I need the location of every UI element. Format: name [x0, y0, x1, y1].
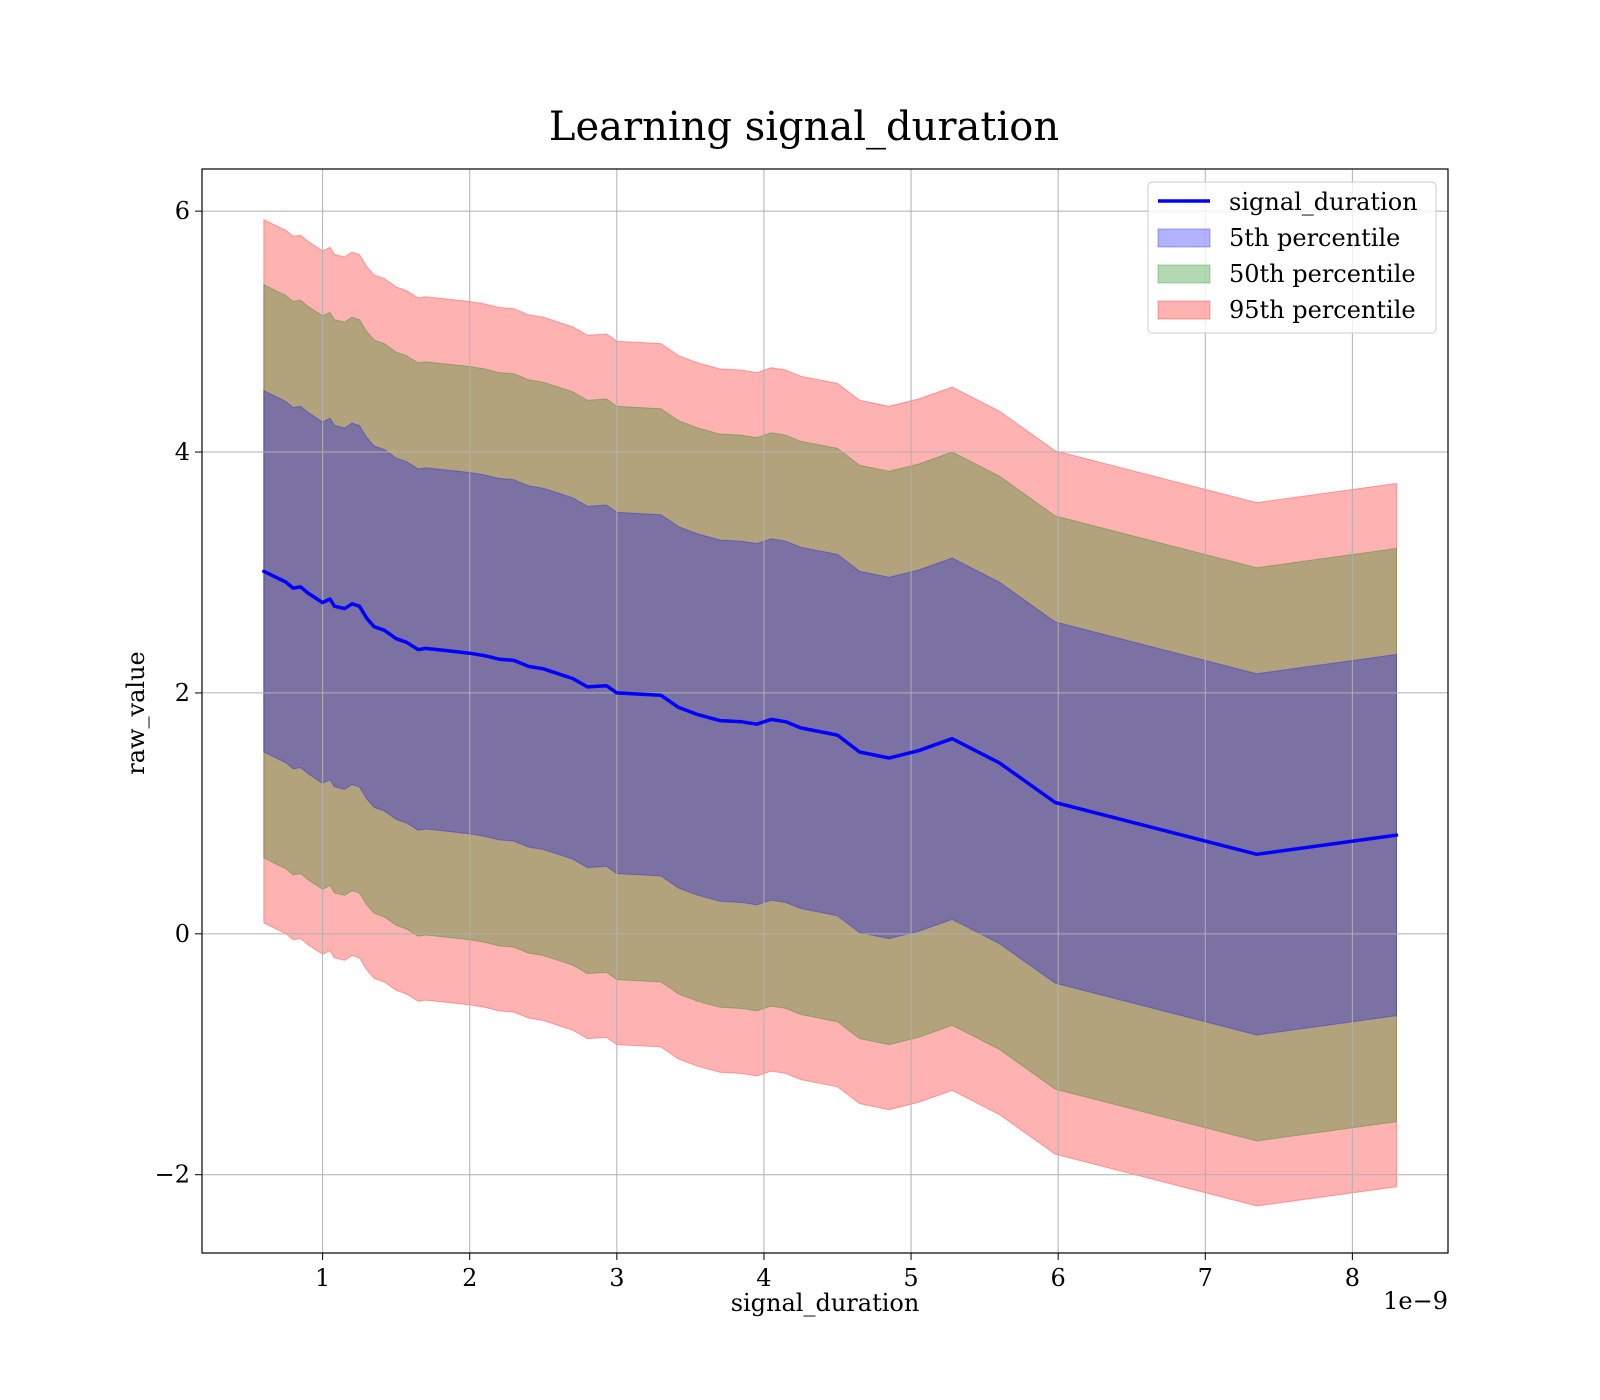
x-tick-label: 6	[1051, 1264, 1066, 1292]
x-tick-label: 7	[1198, 1264, 1213, 1292]
y-axis-ticks: −2 0 2 4 6	[155, 197, 202, 1189]
y-tick-label: 4	[175, 438, 190, 466]
x-tick-label: 2	[462, 1264, 477, 1292]
chart-title: Learning signal_duration	[549, 104, 1059, 150]
x-tick-label: 4	[756, 1264, 771, 1292]
band-95th-percentile	[263, 218, 1397, 1207]
percentile-bands	[263, 218, 1397, 1207]
x-tick-label: 1	[315, 1264, 330, 1292]
x-tick-label: 8	[1345, 1264, 1360, 1292]
band-50th-percentile	[263, 283, 1397, 1142]
x-tick-label: 5	[903, 1264, 918, 1292]
legend-label-50th-percentile: 50th percentile	[1229, 260, 1416, 288]
legend: signal_duration 5th percentile 50th perc…	[1147, 181, 1437, 334]
legend-swatch-50th-percentile	[1157, 264, 1211, 284]
plot-frame	[201, 168, 1449, 1254]
x-axis-ticks: 1 2 3 4 5 6 7 8	[315, 1253, 1360, 1292]
y-tick-label: 6	[175, 197, 190, 225]
y-axis-label: raw_value	[122, 651, 150, 775]
series-line-signal-duration	[262, 569, 1399, 857]
y-tick-label: 0	[175, 920, 190, 948]
y-tick-label: −2	[155, 1161, 190, 1189]
series-lines	[262, 569, 1399, 857]
legend-label-signal-duration: signal_duration	[1229, 188, 1418, 216]
x-axis-offset-label: 1e−9	[1383, 1287, 1448, 1315]
legend-label-95th-percentile: 95th percentile	[1229, 296, 1416, 324]
y-tick-label: 2	[175, 679, 190, 707]
x-axis-label: signal_duration	[731, 1289, 920, 1317]
legend-label-5th-percentile: 5th percentile	[1229, 224, 1400, 252]
plot-area	[201, 168, 1449, 1254]
legend-swatch-5th-percentile	[1157, 228, 1211, 248]
x-tick-label: 3	[609, 1264, 624, 1292]
legend-frame	[1147, 181, 1437, 334]
legend-swatch-95th-percentile	[1157, 300, 1211, 320]
band-5th-percentile	[263, 389, 1397, 1036]
